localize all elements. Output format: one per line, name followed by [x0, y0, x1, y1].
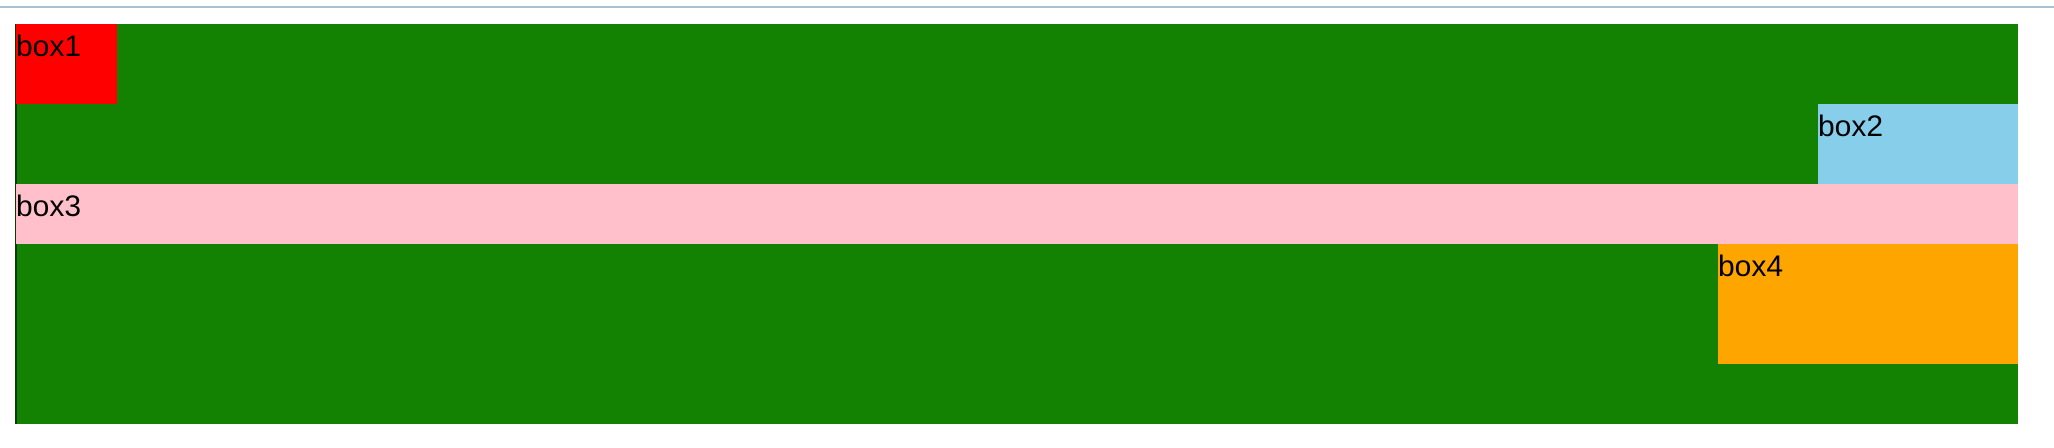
box4: box4 [1718, 244, 2018, 364]
box3: box3 [16, 184, 2018, 244]
top-divider [0, 6, 2054, 8]
box1: box1 [16, 24, 117, 104]
box2: box2 [1818, 104, 2018, 184]
